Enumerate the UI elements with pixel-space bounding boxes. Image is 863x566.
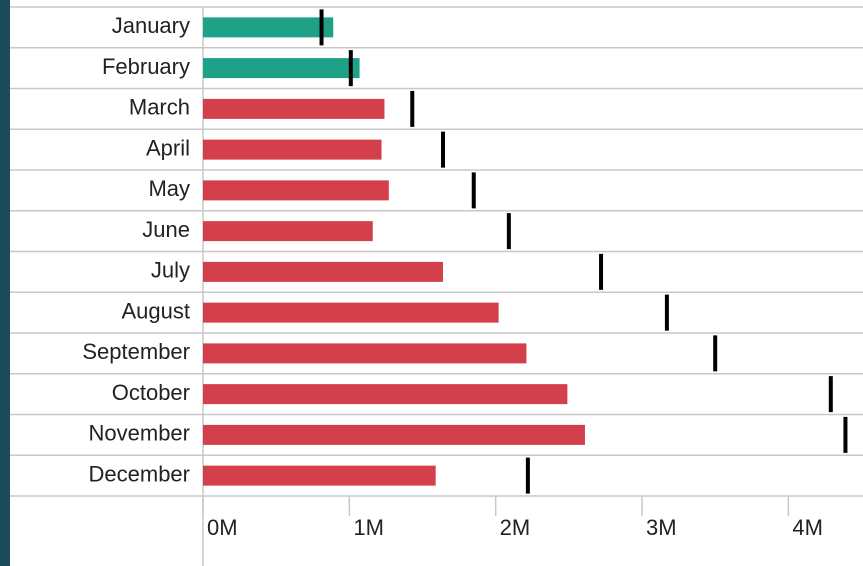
target-marker — [410, 90, 415, 127]
target-marker — [713, 335, 718, 372]
bar — [203, 17, 334, 38]
y-tick-label: March — [129, 95, 190, 120]
target-marker — [319, 9, 324, 46]
bar — [203, 261, 443, 282]
x-tick-label: 0M — [207, 515, 238, 540]
side-strip — [0, 0, 10, 566]
bar — [203, 58, 360, 79]
bar — [203, 343, 527, 364]
y-tick-label: February — [102, 54, 190, 79]
y-tick-label: October — [112, 380, 190, 405]
target-marker — [525, 457, 530, 494]
x-tick-label: 3M — [646, 515, 677, 540]
bar — [203, 302, 499, 323]
bar — [203, 384, 568, 405]
target-marker — [441, 131, 445, 168]
target-marker — [506, 213, 511, 250]
target-marker — [348, 50, 353, 87]
target-marker — [664, 294, 669, 331]
y-tick-label: April — [146, 135, 190, 160]
x-tick-label: 1M — [353, 515, 384, 540]
y-tick-label: November — [89, 421, 190, 446]
bar — [203, 221, 373, 242]
x-tick-label: 4M — [792, 515, 823, 540]
target-marker — [599, 253, 604, 290]
target-marker — [828, 376, 833, 413]
bar — [203, 424, 585, 445]
y-tick-label: June — [142, 217, 190, 242]
target-marker — [843, 416, 848, 453]
bar — [203, 139, 382, 160]
y-tick-label: January — [112, 13, 190, 38]
y-tick-label: August — [122, 298, 191, 323]
x-tick-label: 2M — [500, 515, 531, 540]
bar — [203, 180, 389, 201]
target-marker — [471, 172, 476, 209]
bar — [203, 465, 436, 486]
y-tick-label: December — [89, 461, 190, 486]
bar — [203, 98, 385, 119]
y-tick-label: May — [148, 176, 190, 201]
y-tick-label: July — [151, 258, 190, 283]
y-tick-label: September — [82, 339, 190, 364]
